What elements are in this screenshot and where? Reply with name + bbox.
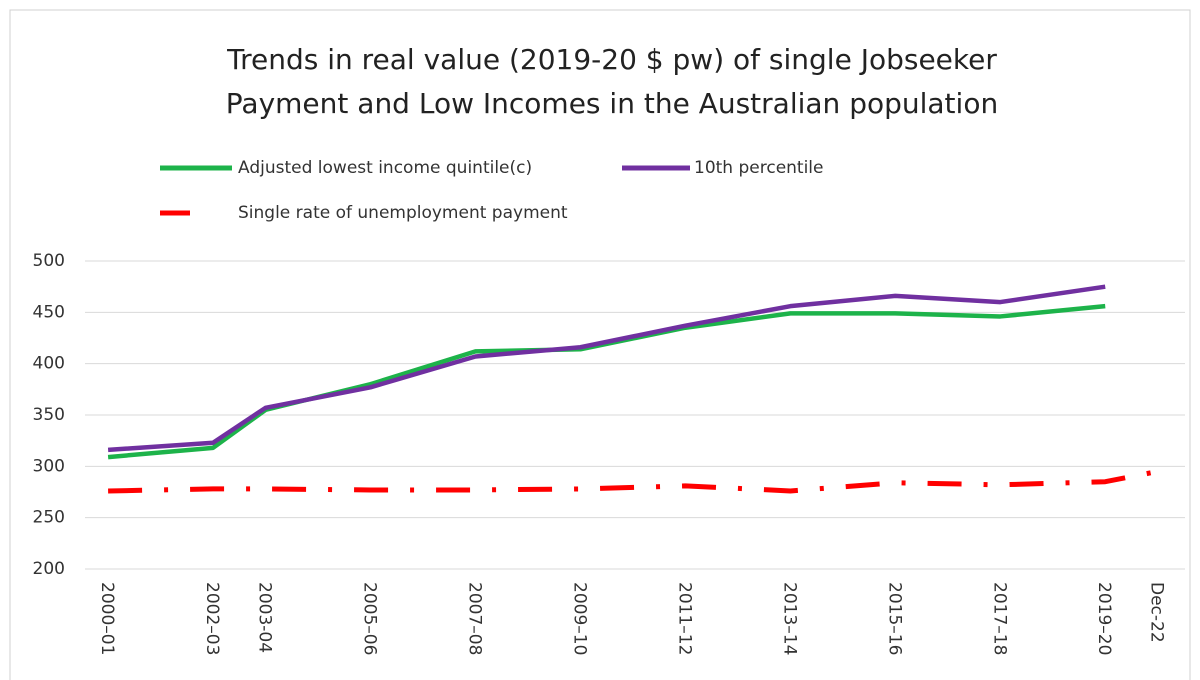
x-tick-label: 2000–01 (97, 582, 117, 655)
series-line (108, 469, 1159, 494)
x-tick-label: 2002–03 (202, 582, 222, 655)
y-tick-label: 200 (33, 559, 65, 579)
x-tick-label: 2005–06 (359, 582, 379, 655)
x-tick-label: 2007–08 (464, 582, 484, 655)
y-tick-label: 250 (33, 508, 65, 528)
y-tick-label: 500 (33, 251, 65, 271)
y-tick-label: 450 (33, 302, 65, 322)
legend-label: 10th percentile (694, 158, 824, 178)
legend-label: Single rate of unemployment payment (238, 203, 568, 223)
series-line (107, 284, 1106, 453)
x-tick-label: 2013–14 (779, 582, 799, 655)
x-tick-label: 2015–16 (884, 582, 904, 655)
x-tick-label: 2009–10 (569, 582, 589, 655)
frame (9, 9, 1191, 680)
x-tick-label: 2011–12 (674, 582, 694, 655)
chart-title: Trends in real value (2019-20 $ pw) of s… (225, 43, 999, 120)
x-tick-label: 2003-04 (255, 582, 275, 653)
x-tick-label: Dec-22 (1147, 582, 1167, 643)
y-tick-label: 300 (33, 456, 65, 476)
y-tick-label: 400 (33, 354, 65, 374)
x-tick-label: 2019–20 (1094, 582, 1114, 655)
y-tick-label: 350 (33, 405, 65, 425)
legend-label: Adjusted lowest income quintile(c) (238, 158, 532, 178)
x-tick-label: 2017–18 (989, 582, 1009, 655)
series-line (107, 303, 1106, 460)
